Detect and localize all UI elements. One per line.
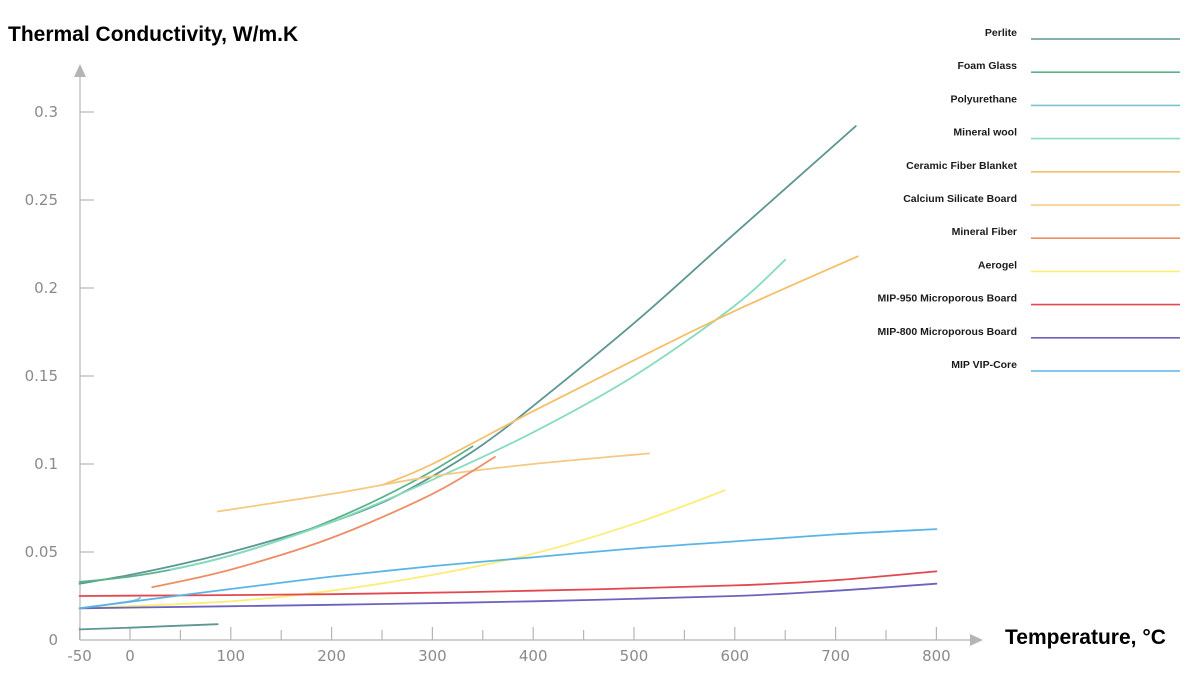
- series-line-aerogel: [78, 489, 726, 610]
- series-line-ceramic-fiber-blanket: [381, 255, 859, 486]
- legend: Perlite Foam Glass Polyurethane Mineral woo…: [878, 27, 1180, 372]
- legend-label-mineral-wool: Mineral wool: [953, 127, 1017, 139]
- y-axis-title: Thermal Conductivity, W/m.K: [8, 23, 298, 46]
- series-line-mineral-fiber: [151, 456, 496, 589]
- x-tick-label: 600: [720, 647, 749, 665]
- x-tick-label: 800: [922, 647, 951, 665]
- y-tick-label: 0.1: [34, 455, 58, 473]
- legend-label-calcium-silicate-board: Calcium Silicate Board: [903, 193, 1017, 205]
- x-tick-label: 500: [620, 647, 649, 665]
- x-axis-arrow: [970, 634, 983, 646]
- y-tick-label: 0.2: [34, 279, 58, 297]
- series-line-mip-vip-core: [78, 528, 938, 610]
- x-tick-label: 300: [418, 647, 447, 665]
- legend-label-mip-800-microporous-board: MIP-800 Microporous Board: [878, 326, 1017, 338]
- series-line-calcium-silicate-board: [216, 452, 650, 513]
- series-line-perlite: [78, 623, 219, 631]
- legend-label-mip-950-microporous-board: MIP-950 Microporous Board: [878, 293, 1017, 305]
- y-tick-label: 0.15: [25, 367, 58, 385]
- y-axis-ticks: 0 0.05 0.1 0.15 0.2 0.25 0.3: [25, 103, 94, 649]
- series-lines: [78, 125, 938, 631]
- series-line-foam-glass: [78, 445, 474, 583]
- legend-label-foam-glass: Foam Glass: [957, 60, 1017, 72]
- x-tick-label: -50: [67, 647, 92, 665]
- x-axis-ticks: -50 0 100 200 300 400 500 600 700 800: [67, 627, 951, 665]
- series-line-mineral-wool: [169, 258, 787, 571]
- y-axis-arrow: [74, 64, 86, 77]
- y-tick-label: 0.3: [34, 103, 58, 121]
- legend-label-aerogel: Aerogel: [978, 259, 1017, 271]
- x-tick-label: 700: [821, 647, 850, 665]
- y-tick-label: 0.25: [25, 191, 58, 209]
- x-tick-label: 0: [125, 647, 135, 665]
- series-line-mip-800-microporous-board: [78, 582, 938, 610]
- series-line-perlite: [78, 125, 857, 585]
- x-tick-label: 200: [317, 647, 346, 665]
- legend-label-polyurethane: Polyurethane: [950, 93, 1017, 105]
- y-tick-label: 0.05: [25, 543, 58, 561]
- series-line-mip-950-microporous-board: [78, 570, 938, 597]
- legend-label-perlite: Perlite: [985, 27, 1017, 39]
- x-tick-label: 100: [216, 647, 245, 665]
- x-tick-label: 400: [519, 647, 548, 665]
- legend-label-ceramic-fiber-blanket: Ceramic Fiber Blanket: [906, 160, 1017, 172]
- y-tick-label: 0: [48, 631, 58, 649]
- x-axis-title: Temperature, °C: [1005, 626, 1166, 649]
- legend-label-mip-vip-core: MIP VIP-Core: [951, 359, 1017, 371]
- legend-label-mineral-fiber: Mineral Fiber: [952, 226, 1017, 238]
